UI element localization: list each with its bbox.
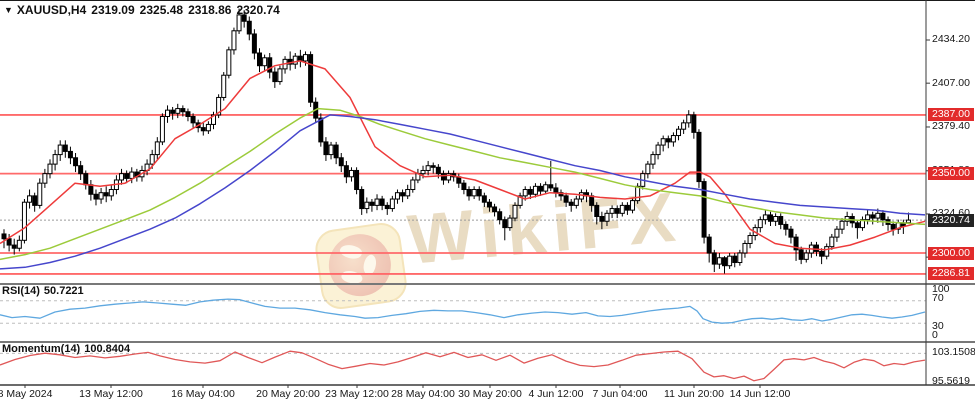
ma-green [0, 107, 926, 261]
rsi-line [0, 298, 926, 324]
ma-red [0, 60, 926, 251]
momentum-line [0, 350, 926, 382]
ma-blue [0, 114, 926, 270]
